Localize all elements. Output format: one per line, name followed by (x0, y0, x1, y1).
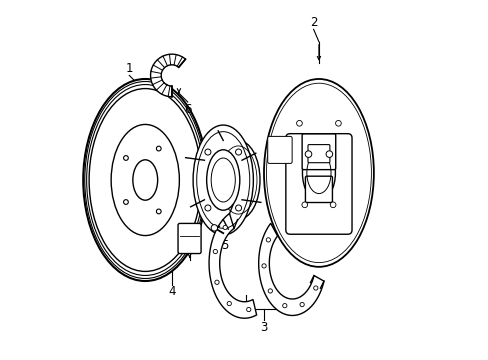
Circle shape (226, 301, 231, 306)
Polygon shape (150, 54, 185, 97)
FancyBboxPatch shape (285, 134, 351, 234)
Circle shape (211, 225, 217, 231)
Circle shape (267, 289, 272, 293)
Circle shape (305, 151, 311, 157)
Ellipse shape (83, 79, 207, 281)
Circle shape (235, 149, 241, 155)
FancyBboxPatch shape (307, 145, 329, 163)
Circle shape (329, 202, 335, 208)
Polygon shape (258, 223, 324, 315)
Circle shape (123, 200, 128, 204)
Circle shape (214, 280, 219, 284)
Ellipse shape (89, 89, 201, 271)
Circle shape (301, 202, 307, 208)
Ellipse shape (264, 79, 373, 267)
Circle shape (204, 205, 210, 211)
Circle shape (299, 302, 304, 307)
Text: 5: 5 (221, 239, 228, 252)
FancyBboxPatch shape (267, 136, 291, 163)
Circle shape (296, 121, 302, 126)
FancyBboxPatch shape (302, 134, 335, 170)
Circle shape (156, 209, 161, 214)
Circle shape (313, 286, 317, 290)
FancyBboxPatch shape (305, 176, 332, 203)
Ellipse shape (133, 160, 157, 200)
Ellipse shape (216, 140, 260, 220)
Text: 6: 6 (183, 103, 191, 116)
Circle shape (325, 151, 332, 157)
Ellipse shape (206, 150, 239, 210)
Text: 1: 1 (125, 62, 133, 75)
Circle shape (262, 264, 265, 268)
Ellipse shape (111, 125, 179, 235)
Text: 2: 2 (309, 16, 317, 29)
Circle shape (282, 303, 286, 308)
Circle shape (335, 121, 341, 126)
Circle shape (223, 225, 227, 230)
Circle shape (213, 249, 217, 254)
Polygon shape (209, 213, 256, 318)
Circle shape (204, 149, 210, 155)
Circle shape (246, 307, 250, 312)
Circle shape (235, 205, 241, 211)
FancyBboxPatch shape (178, 224, 201, 253)
Circle shape (156, 146, 161, 151)
Text: 3: 3 (260, 321, 267, 334)
Circle shape (265, 238, 270, 242)
Circle shape (123, 156, 128, 160)
Text: 4: 4 (168, 285, 175, 298)
Ellipse shape (302, 145, 335, 201)
Ellipse shape (193, 125, 253, 235)
